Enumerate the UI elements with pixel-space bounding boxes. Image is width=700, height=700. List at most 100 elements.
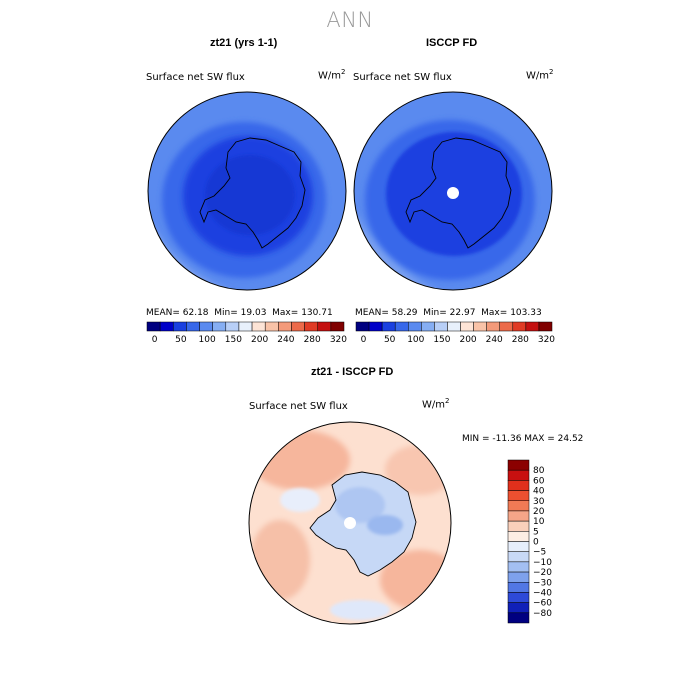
coastline-panel2 bbox=[405, 137, 512, 249]
coastline-panel1 bbox=[199, 137, 306, 249]
legend-label-8: −5 bbox=[533, 548, 546, 558]
colorbar-swatch-2-7 bbox=[447, 321, 461, 332]
legend-swatch-5 bbox=[507, 510, 530, 522]
colorbar-swatch-1-3 bbox=[186, 321, 200, 332]
colorbar-swatch-2-0 bbox=[355, 321, 370, 332]
panel2-stats: MEAN= 58.29 Min= 22.97 Max= 103.33 bbox=[355, 308, 542, 318]
legend-label-7: 0 bbox=[533, 538, 539, 548]
colorbar-swatch-2-8 bbox=[460, 321, 474, 332]
colorbar-swatch-2-3 bbox=[394, 321, 409, 332]
colorbar-swatch-1-11 bbox=[291, 321, 305, 332]
colorbar-tick-1-6: 280 bbox=[304, 335, 321, 345]
legend-swatch-0 bbox=[507, 459, 530, 471]
colorbar-swatch-1-6 bbox=[225, 321, 240, 332]
colorbar-tick-1-0: 0 bbox=[152, 335, 158, 345]
colorbar-tick-1-2: 100 bbox=[199, 335, 216, 345]
colorbar-panel2: 0 50 100 150 200 240 280 320 bbox=[355, 321, 555, 345]
panel1-stats: MEAN= 62.18 Min= 19.03 Max= 130.71 bbox=[146, 308, 333, 318]
panel1-variable: Surface net SW flux bbox=[146, 72, 245, 83]
colorbar-tick-1-5: 240 bbox=[277, 335, 294, 345]
legend-label-14: −80 bbox=[533, 609, 552, 619]
colorbar-tick-1-7: 320 bbox=[330, 335, 347, 345]
colorbar-swatch-2-6 bbox=[434, 321, 448, 332]
legend-label-3: 30 bbox=[533, 497, 545, 507]
legend-label-1: 60 bbox=[533, 476, 545, 486]
colorbar-swatch-2-9 bbox=[473, 321, 487, 332]
colorbar-swatch-1-5 bbox=[212, 321, 227, 332]
legend-label-10: −20 bbox=[533, 568, 552, 578]
legend-label-11: −30 bbox=[533, 578, 552, 588]
panel2-variable: Surface net SW flux bbox=[353, 72, 452, 83]
colorbar-swatch-1-1 bbox=[159, 321, 174, 332]
colorbar-swatch-2-11 bbox=[499, 321, 514, 332]
colorbar-swatch-2-12 bbox=[512, 321, 527, 332]
colorbar-tick-2-6: 280 bbox=[512, 335, 529, 345]
panel2-title: ISCCP FD bbox=[426, 37, 478, 49]
panel2-units: W/m2 bbox=[526, 68, 554, 82]
colorbar-swatch-1-4 bbox=[199, 321, 213, 332]
colorbar-swatch-2-14 bbox=[538, 321, 553, 332]
panel3-variable: Surface net SW flux bbox=[249, 401, 348, 412]
legend-label-4: 20 bbox=[533, 507, 545, 517]
legend-swatch-13 bbox=[507, 592, 530, 603]
colorbar-swatch-2-1 bbox=[368, 321, 383, 332]
colorbar-tick-2-4: 200 bbox=[459, 335, 476, 345]
colorbar-swatch-1-10 bbox=[278, 321, 292, 332]
colorbar-swatch-1-2 bbox=[173, 321, 187, 332]
colorbar-swatch-1-8 bbox=[251, 321, 266, 332]
map-panel1 bbox=[148, 92, 346, 290]
colorbar-swatch-1-12 bbox=[304, 321, 318, 332]
colorbar-swatch-1-14 bbox=[330, 321, 345, 332]
colorbar-tick-2-0: 0 bbox=[361, 335, 367, 345]
panel3-units: W/m2 bbox=[422, 397, 450, 411]
colorbar-tick-1-4: 200 bbox=[251, 335, 268, 345]
colorbar-swatch-1-13 bbox=[317, 321, 332, 332]
panel1-units: W/m2 bbox=[318, 68, 346, 82]
figure-title: ANN bbox=[326, 8, 374, 32]
legend-label-12: −40 bbox=[533, 588, 552, 598]
panel3-title: zt21 - ISCCP FD bbox=[311, 366, 394, 378]
legend-swatch-4 bbox=[507, 500, 530, 512]
colorbar-swatch-1-9 bbox=[264, 321, 279, 332]
pole-hole-panel2 bbox=[447, 187, 459, 199]
legend-swatch-15 bbox=[507, 612, 530, 624]
colorbar-swatch-2-2 bbox=[381, 321, 396, 332]
map-panel2 bbox=[354, 92, 552, 290]
colorbar-swatch-2-4 bbox=[408, 321, 422, 332]
colorbar-swatch-2-5 bbox=[421, 321, 435, 332]
legend-swatch-10 bbox=[507, 561, 530, 573]
panel3-range: MIN = -11.36 MAX = 24.52 bbox=[462, 434, 584, 444]
legend-swatch-11 bbox=[507, 571, 530, 583]
colorbar-tick-1-3: 150 bbox=[225, 335, 242, 345]
legend-swatch-7 bbox=[507, 531, 530, 542]
colorbar-swatch-1-7 bbox=[238, 321, 253, 332]
pole-hole-panel3 bbox=[344, 517, 356, 529]
map-panel3 bbox=[249, 422, 451, 624]
legend-swatch-1 bbox=[507, 469, 530, 481]
legend-swatch-14 bbox=[507, 602, 530, 614]
colorbar-panel1: 0 50 100 150 200 240 280 320 bbox=[146, 321, 347, 345]
coastline-panel3 bbox=[309, 471, 417, 577]
colorbar-swatch-2-10 bbox=[486, 321, 500, 332]
legend-swatch-8 bbox=[507, 541, 530, 552]
legend-label-0: 80 bbox=[533, 466, 545, 476]
colorbar-swatch-1-0 bbox=[146, 321, 161, 332]
colorbar-tick-2-3: 150 bbox=[433, 335, 450, 345]
colorbar-tick-1-1: 50 bbox=[175, 335, 187, 345]
legend-swatch-6 bbox=[507, 520, 530, 532]
colorbar-tick-2-1: 50 bbox=[384, 335, 396, 345]
panel1-title: zt21 (yrs 1-1) bbox=[210, 37, 278, 49]
legend-swatch-9 bbox=[507, 551, 530, 563]
colorbar-swatch-2-13 bbox=[525, 321, 540, 332]
colorbar-tick-2-2: 100 bbox=[407, 335, 424, 345]
legend-label-9: −10 bbox=[533, 558, 552, 568]
legend-label-13: −60 bbox=[533, 599, 552, 609]
colorbar-tick-2-7: 320 bbox=[538, 335, 555, 345]
legend-label-6: 5 bbox=[533, 527, 539, 537]
legend-swatch-2 bbox=[507, 480, 530, 491]
legend-label-5: 10 bbox=[533, 517, 545, 527]
colorbar-tick-2-5: 240 bbox=[486, 335, 503, 345]
legend-label-2: 40 bbox=[533, 487, 545, 497]
